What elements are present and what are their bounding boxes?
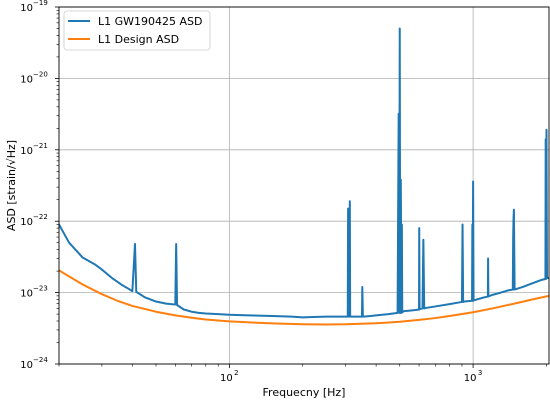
y-tick-label: 10: [20, 360, 33, 371]
y-tick-exponent: −22: [33, 213, 48, 221]
series-lines: [59, 27, 549, 326]
y-tick-label: 10: [20, 217, 33, 228]
grid-lines: [59, 6, 549, 365]
y-tick-label: 10: [20, 146, 33, 157]
series-line-design-asd: [59, 269, 549, 326]
y-tick-label: 10: [20, 74, 33, 85]
x-tick-exponent: 3: [478, 369, 482, 377]
x-tick-label: 10: [464, 373, 477, 384]
plot-frame: [58, 6, 550, 365]
x-axis-label: Frequecny [Hz]: [263, 386, 346, 399]
y-tick-exponent: −24: [33, 356, 48, 364]
y-tick-exponent: −19: [33, 0, 48, 7]
y-tick-exponent: −21: [33, 142, 48, 150]
legend-box: [63, 10, 211, 51]
legend-label: L1 GW190425 ASD: [98, 15, 203, 28]
x-tick-exponent: 2: [234, 369, 238, 377]
y-tick-label: 10: [20, 3, 33, 14]
x-tick-label: 10: [220, 373, 233, 384]
legend: L1 GW190425 ASD L1 Design ASD: [63, 10, 211, 51]
y-tick-label: 10: [20, 289, 33, 300]
y-axis-label: ASD [strain/√Hz]: [5, 140, 18, 231]
legend-label: L1 Design ASD: [98, 33, 179, 46]
y-tick-exponent: −20: [33, 70, 48, 78]
y-tick-exponent: −23: [33, 285, 48, 293]
series-line-measured-asd: [59, 27, 549, 319]
